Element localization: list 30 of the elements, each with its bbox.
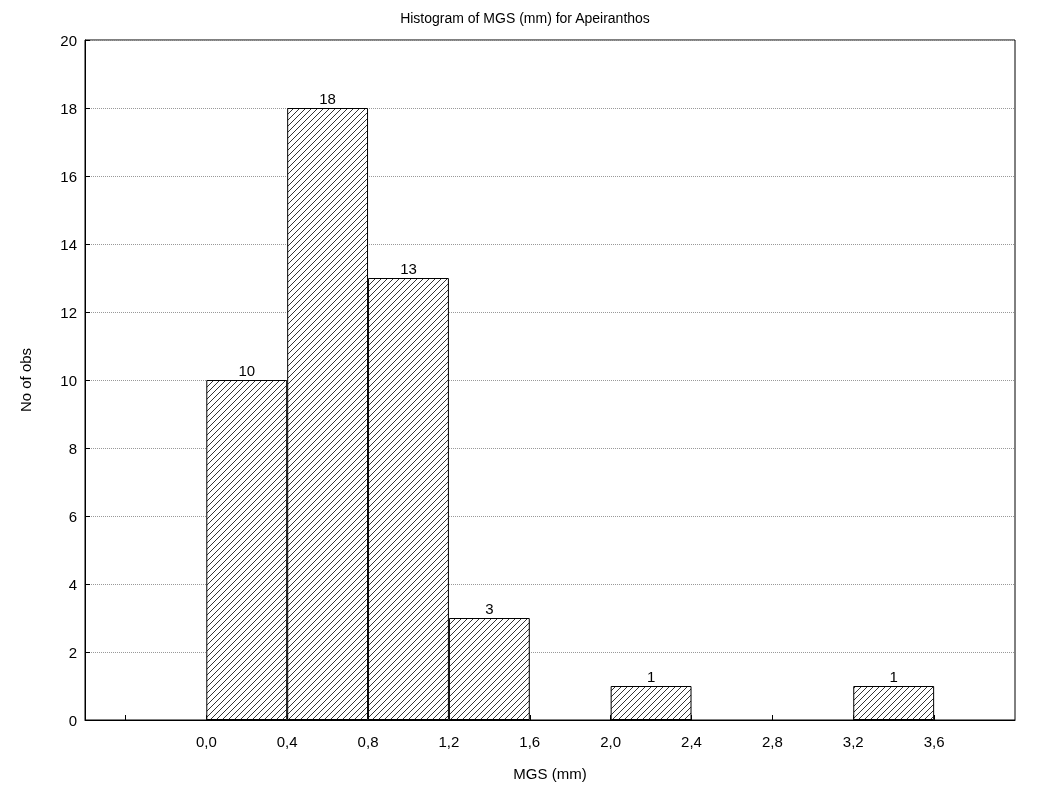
y-tick-label: 2 <box>68 643 77 661</box>
y-axis-title: No of obs <box>17 347 34 413</box>
x-tick-label: 3,6 <box>923 733 945 750</box>
y-tick-label: 4 <box>68 575 77 593</box>
y-tick-label: 16 <box>60 167 77 185</box>
data-label: 1 <box>646 668 656 685</box>
x-tick-label: 2,8 <box>761 733 783 750</box>
y-tick-label: 6 <box>68 507 77 525</box>
x-tick-label: 2,4 <box>681 733 702 750</box>
y-tick-label: 12 <box>60 303 77 321</box>
y-tick-label: 0 <box>68 711 77 729</box>
data-label: 3 <box>485 600 494 617</box>
data-label: 13 <box>400 260 417 277</box>
data-label: 18 <box>319 90 336 107</box>
y-tick-label: 8 <box>68 439 77 457</box>
y-tick-label: 10 <box>60 371 77 389</box>
x-axis-title: MGS (mm) <box>513 765 587 782</box>
data-label: 10 <box>238 362 256 379</box>
y-tick-label: 20 <box>60 31 77 49</box>
chart-title: Histogram of MGS (mm) for Apeiranthos <box>400 10 650 26</box>
x-tick-label: 3,2 <box>842 733 864 750</box>
x-tick-label: 0,4 <box>276 733 298 750</box>
x-tick-label: 0,0 <box>195 733 217 750</box>
y-tick-label: 18 <box>60 99 77 117</box>
y-tick-label: 14 <box>60 235 77 253</box>
x-tick-label: 0,8 <box>357 733 379 750</box>
x-tick-label: 1,2 <box>438 733 460 750</box>
x-tick-label: 1,6 <box>519 733 541 750</box>
data-label: 1 <box>889 668 898 685</box>
x-tick-label: 2,0 <box>600 733 622 750</box>
